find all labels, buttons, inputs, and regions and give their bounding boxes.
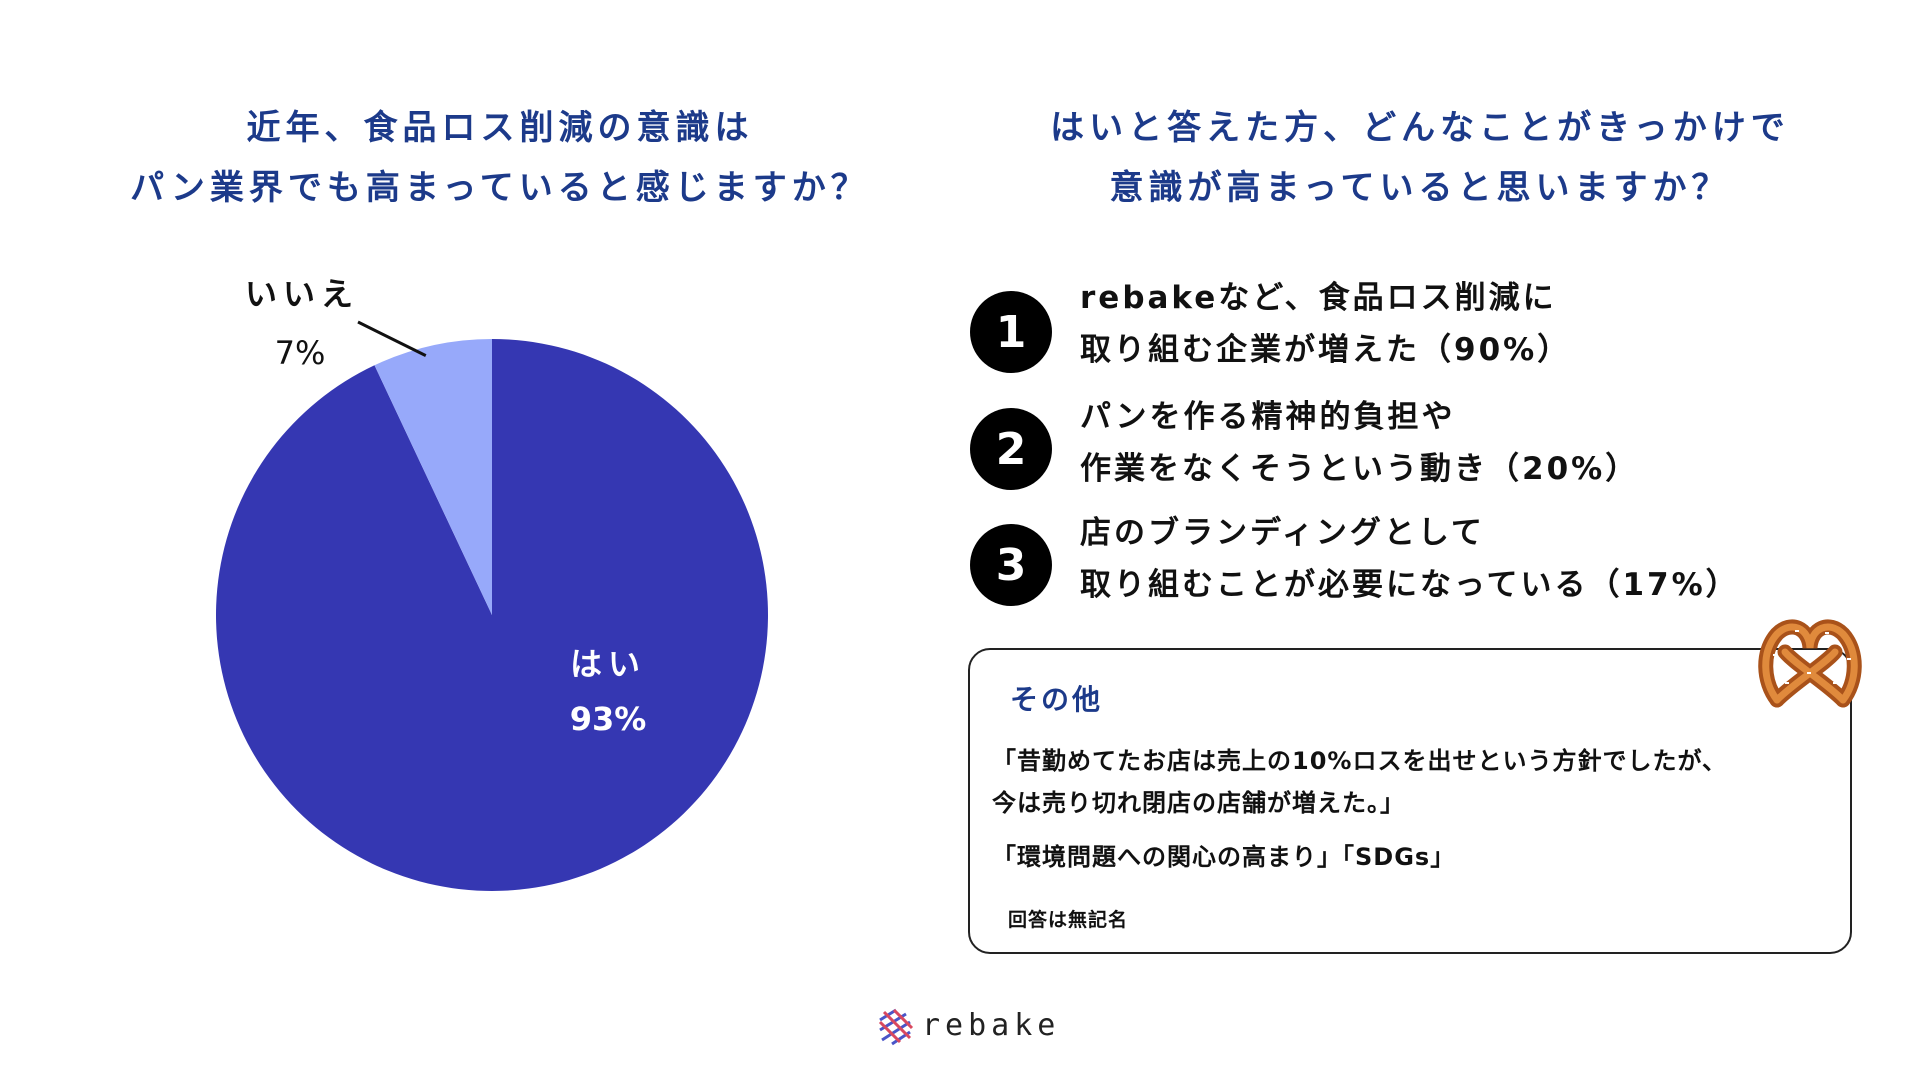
rank-badge-2: 2 <box>970 408 1052 490</box>
other-answers-box: その他 「昔勤めてたお店は売上の10%ロスを出せという方針でしたが、 今は売り切… <box>968 648 1852 954</box>
reason-3-line-2: 取り組むことが必要になっている（17%） <box>1080 567 1740 603</box>
other-quote-2: 「環境問題への関心の高まり」「SDGs」 <box>992 843 1456 871</box>
rebake-grid-logo-icon <box>878 1008 914 1046</box>
rank-badge-1: 1 <box>970 291 1052 373</box>
reason-1-line-1: rebakeなど、食品ロス削減に <box>1080 280 1557 316</box>
rank-badge-3: 3 <box>970 524 1052 606</box>
pretzel-icon <box>1758 619 1862 708</box>
yes-label: はい <box>570 645 646 683</box>
right-question-title: はいと答えた方、どんなことがきっかけで 意識が高まっていると思いますか？ <box>990 98 1850 218</box>
other-answers-title: その他 <box>1010 683 1104 716</box>
no-value-label: 7% <box>275 334 326 372</box>
right-question-line-1: はいと答えた方、どんなことがきっかけで <box>1050 108 1790 148</box>
reason-3-line-1: 店のブランディングとして <box>1080 515 1485 551</box>
rebake-logo-text: rebake <box>922 1008 1061 1043</box>
reason-text-2: パンを作る精神的負担や 作業をなくそうという動き（20%） <box>1080 391 1639 495</box>
reason-2-line-2: 作業をなくそうという動き（20%） <box>1080 451 1640 487</box>
no-leader-line <box>357 320 427 357</box>
reason-text-3: 店のブランディングとして 取り組むことが必要になっている（17%） <box>1080 507 1740 611</box>
right-question-line-2: 意識が高まっていると思いますか？ <box>1109 168 1731 208</box>
no-label: いいえ <box>245 275 359 313</box>
pie-slice-yes <box>216 339 769 891</box>
left-question-title: 近年、食品ロス削減の意識は パン業界でも高まっていると感じますか？ <box>80 98 920 218</box>
left-question-line-2: パン業界でも高まっていると感じますか？ <box>130 168 870 208</box>
other-quote-1-line-2: 今は売り切れ閉店の店舗が増えた。」 <box>992 789 1405 817</box>
reason-text-1: rebakeなど、食品ロス削減に 取り組む企業が増えた（90%） <box>1080 272 1571 376</box>
pie-slice-no <box>374 339 492 615</box>
reason-2-line-1: パンを作る精神的負担や <box>1080 399 1456 435</box>
reason-1-line-2: 取り組む企業が増えた（90%） <box>1080 332 1572 368</box>
other-quote-1: 「昔勤めてたお店は売上の10%ロスを出せという方針でしたが、 今は売り切れ閉店の… <box>992 740 1727 824</box>
left-question-line-1: 近年、食品ロス削減の意識は <box>246 108 754 148</box>
other-quote-1-line-1: 「昔勤めてたお店は売上の10%ロスを出せという方針でしたが、 <box>992 747 1727 775</box>
anonymous-note: 回答は無記名 <box>1008 909 1129 931</box>
yes-value-label: 93% <box>570 700 647 738</box>
pie-chart: はい 93% いいえ 7% <box>216 275 769 891</box>
